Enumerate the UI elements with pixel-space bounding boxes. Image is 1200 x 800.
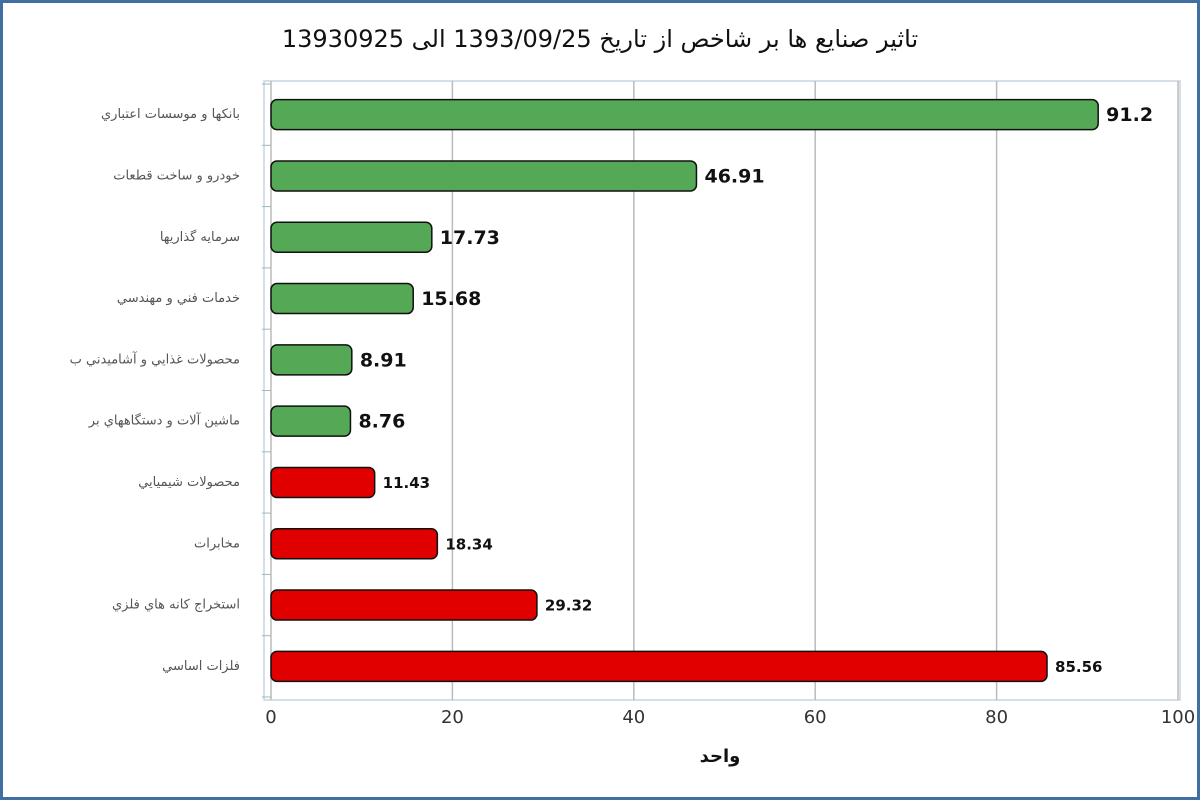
y-tick-label: استخراج کانه هاي فلزي [112, 598, 240, 613]
x-tick-label: 20 [441, 707, 464, 728]
x-tick-label: 100 [1161, 707, 1195, 728]
bar [270, 650, 1048, 683]
value-label: 11.43 [383, 474, 430, 492]
y-tick-label: ماشين آلات و دستگاههاي بر [88, 412, 240, 429]
value-label: 85.56 [1055, 658, 1102, 676]
y-tick-label: فلزات اساسي [162, 659, 240, 674]
bar [270, 466, 376, 499]
y-tick-label: خدمات فني و مهندسي [117, 291, 240, 306]
value-label: 29.32 [545, 597, 592, 615]
y-tick-label: مخابرات [194, 536, 240, 551]
value-label: 8.76 [358, 411, 405, 433]
bar [270, 344, 353, 376]
value-label: 46.91 [704, 165, 764, 187]
bar [270, 282, 414, 315]
value-label: 91.2 [1106, 104, 1153, 126]
value-label: 15.68 [421, 288, 481, 310]
y-tick-label: محصولات غذايي و آشاميدني ب [70, 350, 240, 367]
value-label: 17.73 [440, 227, 500, 249]
bar [270, 528, 439, 560]
bar [270, 160, 698, 192]
bar [270, 405, 352, 437]
y-tick-label: بانکها و موسسات اعتباري [101, 107, 240, 122]
x-tick-label: 80 [985, 707, 1008, 728]
chart-title: تاثیر صنایع ها بر شاخص از تاریخ 1393/09/… [282, 25, 918, 53]
y-tick-label: سرمايه گذاريها [160, 229, 240, 245]
bar [270, 98, 1099, 131]
x-axis-label: واحد [700, 746, 741, 767]
value-label: 18.34 [445, 535, 492, 553]
y-tick-label: محصولات شيميايي [138, 475, 240, 490]
x-tick-label: 40 [622, 707, 645, 728]
value-label: 8.91 [360, 349, 407, 371]
y-tick-label: خودرو و ساخت قطعات [113, 168, 240, 183]
bar [270, 221, 433, 253]
x-tick-label: 0 [265, 707, 276, 728]
x-tick-label: 60 [804, 707, 827, 728]
bar [270, 589, 538, 621]
